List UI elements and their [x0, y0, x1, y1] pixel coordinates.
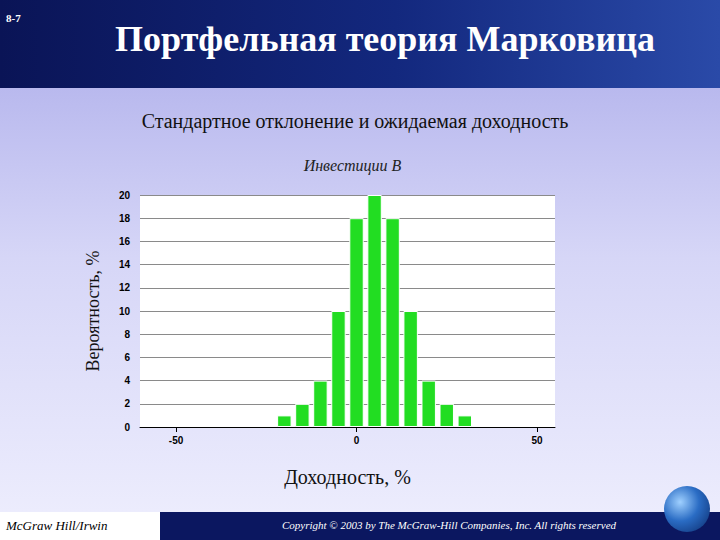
svg-text:6: 6: [124, 352, 130, 363]
html-text:Стандартное отклонение и ожида: Стандартное отклонение и ожидаемая доход…: [141, 110, 569, 132]
svg-text:Инвестиции В: Инвестиции В: [303, 157, 402, 175]
svg-text:50: 50: [531, 435, 543, 446]
html-text:8-7: 8-7: [6, 12, 21, 24]
svg-text:Вероятность, %: Вероятность, %: [83, 251, 103, 372]
svg-text:4: 4: [124, 375, 130, 386]
svg-text:16: 16: [119, 236, 131, 247]
svg-text:0: 0: [124, 422, 130, 433]
html-text:McGraw Hill/Irwin: McGraw Hill/Irwin: [6, 518, 108, 533]
svg-text:Доходность, %: Доходность, %: [284, 466, 411, 489]
svg-text:10: 10: [119, 306, 131, 317]
svg-text:18: 18: [119, 213, 131, 224]
svg-text:0: 0: [354, 435, 360, 446]
svg-text:2: 2: [124, 398, 130, 409]
html-text:Copyright © 2003 by The McGraw: Copyright © 2003 by The McGraw-Hill Comp…: [282, 519, 617, 531]
html-text:Портфельная теория Марковица: Портфельная теория Марковица: [115, 19, 655, 59]
svg-text:20: 20: [119, 190, 131, 201]
svg-text:8: 8: [124, 329, 130, 340]
svg-text:14: 14: [119, 259, 131, 270]
svg-text:-50: -50: [169, 435, 184, 446]
svg-text:12: 12: [119, 282, 131, 293]
